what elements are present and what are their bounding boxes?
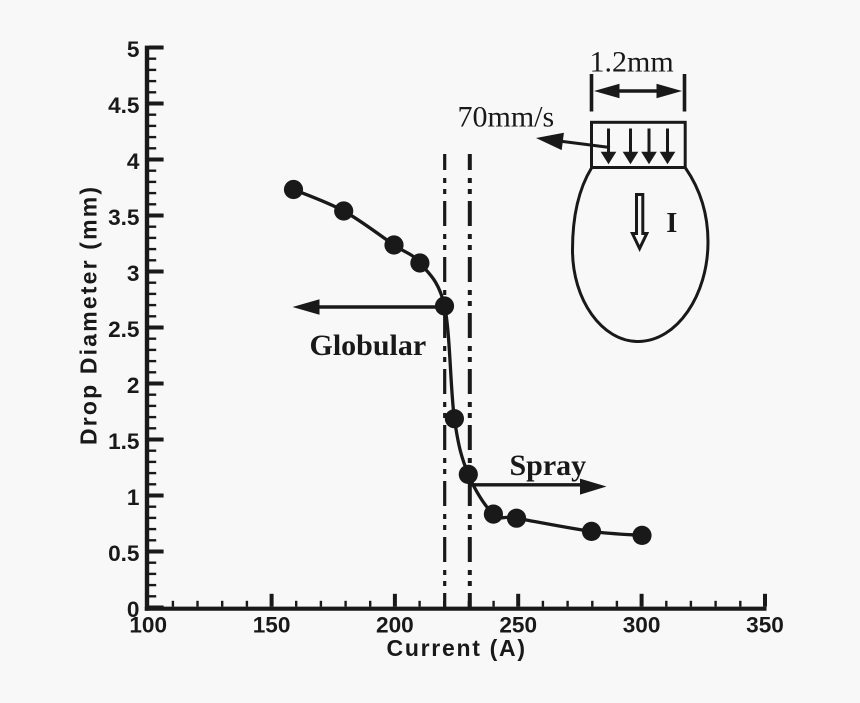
svg-text:2: 2 xyxy=(127,373,140,398)
svg-text:300: 300 xyxy=(623,612,661,637)
svg-text:100: 100 xyxy=(129,612,167,637)
svg-text:Globular: Globular xyxy=(310,329,427,362)
svg-text:3.5: 3.5 xyxy=(108,205,139,230)
svg-text:Drop Diameter (mm): Drop Diameter (mm) xyxy=(76,187,102,445)
svg-text:200: 200 xyxy=(376,612,414,637)
svg-text:I: I xyxy=(666,208,677,239)
svg-text:Spray: Spray xyxy=(510,449,587,482)
svg-text:5: 5 xyxy=(127,37,140,62)
svg-text:3: 3 xyxy=(127,261,140,286)
svg-text:70mm/s: 70mm/s xyxy=(458,101,555,134)
svg-text:150: 150 xyxy=(253,612,291,637)
svg-text:0.5: 0.5 xyxy=(108,541,139,566)
svg-text:1: 1 xyxy=(127,485,140,510)
svg-text:1.5: 1.5 xyxy=(108,429,139,454)
svg-text:0: 0 xyxy=(127,597,140,622)
svg-text:4: 4 xyxy=(127,149,140,174)
svg-text:350: 350 xyxy=(746,612,784,637)
svg-text:Current (A): Current (A) xyxy=(387,635,526,661)
svg-text:250: 250 xyxy=(499,612,537,637)
svg-text:2.5: 2.5 xyxy=(108,317,139,342)
svg-text:1.2mm: 1.2mm xyxy=(590,46,674,79)
svg-text:4.5: 4.5 xyxy=(108,93,139,118)
